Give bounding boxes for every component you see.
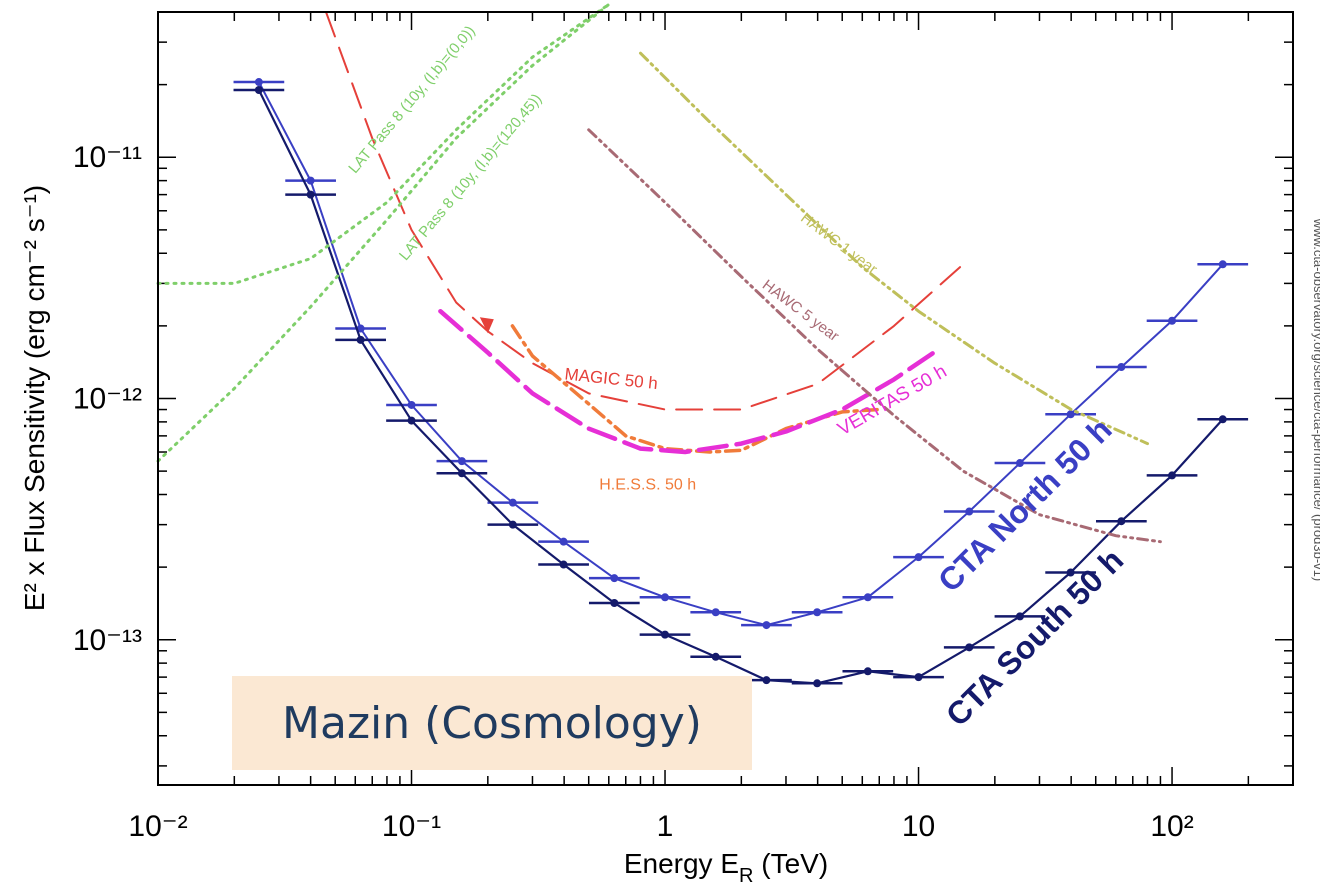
data-point	[914, 553, 923, 562]
data-point	[1218, 415, 1227, 424]
data-point	[1168, 316, 1177, 325]
data-point	[1117, 363, 1126, 372]
series-line-1	[257, 88, 1224, 685]
data-point	[306, 190, 315, 199]
data-point	[407, 416, 416, 425]
series-line-6	[587, 128, 1162, 544]
data-point	[965, 507, 974, 516]
data-point	[813, 608, 822, 617]
magic-arrow	[479, 317, 494, 334]
y-axis-label: E² x Flux Sensitivity (erg cm⁻² s⁻¹)	[19, 185, 50, 611]
data-point	[1066, 568, 1075, 577]
data-point	[1117, 517, 1126, 526]
y-tick-label: 10⁻¹¹	[73, 141, 142, 174]
series-line-4	[438, 308, 941, 455]
side-credit: www.cta-observatory.org/science/cta-perf…	[1311, 218, 1320, 581]
series-line-8	[156, 2, 611, 463]
x-axis-label: Energy ER (TeV)	[624, 848, 828, 887]
data-point	[1015, 612, 1024, 621]
data-point	[356, 335, 365, 344]
data-point	[762, 676, 771, 685]
data-point	[661, 593, 670, 602]
x-tick-label: 10⁻¹	[382, 810, 441, 843]
series-line-3	[510, 324, 882, 454]
x-axis-label-sub: R	[739, 865, 753, 887]
series-line-2	[325, 11, 965, 411]
y-tick-label: 10⁻¹²	[73, 383, 142, 416]
annotation-label: H.E.S.S. 50 h	[599, 476, 696, 493]
data-point	[559, 560, 568, 569]
data-point	[610, 574, 619, 583]
data-point	[559, 537, 568, 546]
data-point	[711, 608, 720, 617]
x-tick-label: 10²	[1150, 810, 1193, 843]
series-line-7	[156, 2, 611, 285]
data-point	[1168, 471, 1177, 480]
data-point	[306, 176, 315, 185]
series-line-0	[257, 81, 1224, 627]
x-tick-label: 10	[902, 810, 935, 843]
overlay-label: Mazin (Cosmology)	[282, 697, 702, 749]
data-point	[254, 85, 263, 94]
data-point	[356, 324, 365, 333]
data-point	[661, 630, 670, 639]
data-point	[457, 469, 466, 478]
data-point	[914, 673, 923, 682]
y-tick-label: 10⁻¹³	[73, 624, 142, 657]
x-tick-label: 10⁻²	[128, 810, 187, 843]
annotation-label: VERITAS 50 h	[834, 361, 950, 440]
data-point	[762, 621, 771, 630]
data-point	[508, 520, 517, 529]
data-point	[508, 498, 517, 507]
annotation-label: MAGIC 50 h	[564, 364, 659, 393]
plot-frame	[157, 11, 1294, 786]
data-point	[1066, 410, 1075, 419]
data-point	[863, 667, 872, 676]
annotation-label: LAT Pass 8 (10y, (l,b)=(0,0))	[345, 23, 478, 177]
data-point	[863, 593, 872, 602]
overlay-label-box: Mazin (Cosmology)	[232, 676, 752, 770]
data-point	[407, 400, 416, 409]
data-point	[813, 679, 822, 688]
x-tick-label: 1	[657, 810, 674, 843]
x-axis-label-unit: (TeV)	[753, 848, 828, 879]
annotation-label: HAWC 1 year	[797, 210, 880, 278]
data-point	[711, 652, 720, 661]
series-line-5	[639, 51, 1149, 446]
x-axis-label-base: Energy E	[624, 848, 739, 879]
data-point	[1015, 459, 1024, 468]
data-point	[254, 78, 263, 87]
data-point	[610, 599, 619, 608]
data-point	[457, 457, 466, 466]
data-point	[965, 643, 974, 652]
data-point	[1218, 260, 1227, 269]
